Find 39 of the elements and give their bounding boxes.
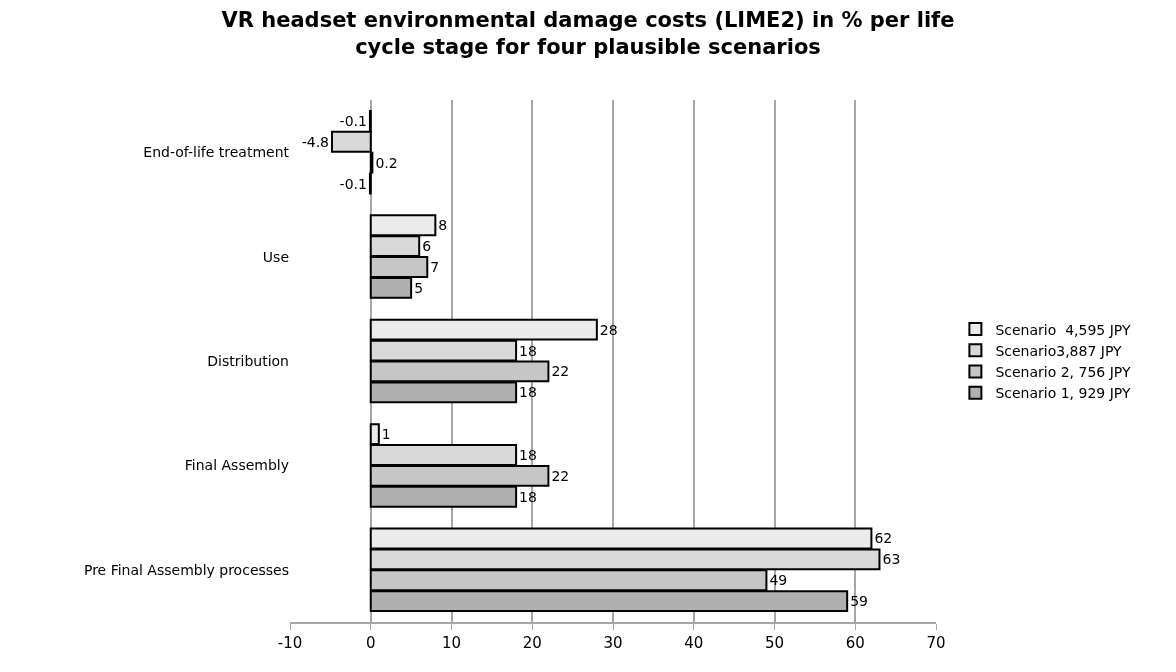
data-label: 22: [551, 467, 570, 484]
legend-label: Scenario3,887 JPY: [995, 342, 1123, 359]
x-tick-label: 30: [603, 634, 623, 652]
data-label: 18: [519, 342, 537, 359]
data-label: -0.1: [339, 175, 367, 192]
legend-label: Scenario 2, 756 JPY: [995, 363, 1131, 380]
chart-title: VR headset environmental damage costs (LIME2) in % per life cycle stage for four plausible scenarios: [221, 7, 955, 60]
x-tick-label: 40: [684, 634, 704, 652]
data-label: 49: [769, 572, 788, 589]
x-tick-label: 0: [365, 634, 376, 652]
x-tick-label: 10: [441, 634, 462, 652]
legend-label: Scenario 1, 929 JPY: [995, 385, 1131, 402]
data-label: 1: [381, 426, 391, 443]
x-tick-label: 70: [926, 634, 946, 652]
data-label: 7: [430, 259, 440, 276]
legend-label: Scenario 4,595 JPY: [995, 321, 1131, 338]
data-label: 18: [519, 488, 537, 505]
x-tick-label: -10: [277, 634, 303, 652]
y-tick-label: End-of-life treatment: [143, 144, 290, 161]
y-tick-label: Distribution: [207, 352, 289, 369]
y-tick-label: Final Assembly: [184, 457, 289, 474]
data-label: 59: [850, 593, 868, 610]
x-tick-label: 20: [522, 634, 542, 652]
data-label: 6: [422, 238, 432, 255]
y-tick-label: Pre Final Assembly processes: [83, 561, 289, 578]
data-label: 18: [519, 384, 537, 401]
data-label: 0.2: [375, 154, 398, 171]
y-tick-label: Use: [262, 248, 289, 265]
data-label: 62: [874, 530, 893, 547]
x-tick-label: 60: [845, 634, 865, 652]
data-label: 18: [519, 446, 537, 463]
data-label: 28: [599, 321, 618, 338]
data-label: -4.8: [301, 133, 329, 150]
data-label: 5: [414, 279, 424, 296]
data-label: 22: [551, 363, 570, 380]
data-label: 63: [882, 551, 901, 568]
data-label: -0.1: [339, 112, 367, 129]
data-label: 8: [438, 217, 448, 234]
x-tick-label: 50: [764, 634, 785, 652]
